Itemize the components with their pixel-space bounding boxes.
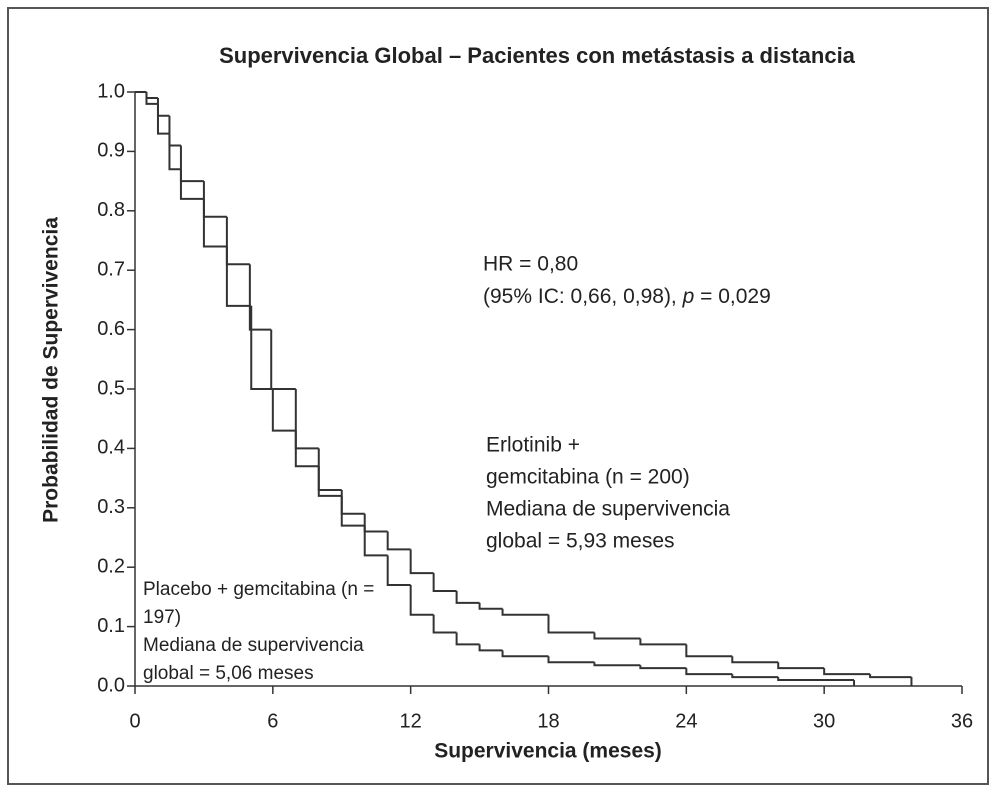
survival-step xyxy=(823,668,871,676)
y-tick-label: 0.2 xyxy=(97,555,125,577)
survival-step xyxy=(478,644,503,652)
survival-step xyxy=(455,632,480,646)
survival-step xyxy=(731,656,779,664)
ci-prefix: (95% IC: 0,66, 0,98), xyxy=(483,285,683,308)
survival-step xyxy=(156,97,170,117)
survival-step xyxy=(432,573,457,592)
y-tick-label: 0.8 xyxy=(97,199,125,221)
y-tick-label: 0.4 xyxy=(97,437,125,459)
survival-step xyxy=(294,389,319,450)
ci-annotation: (95% IC: 0,66, 0,98), p = 0,029 xyxy=(483,285,771,308)
y-tick-label: 1.0 xyxy=(97,80,125,102)
series-annotation: Mediana de supervivencia xyxy=(486,498,730,521)
survival-step xyxy=(225,216,250,266)
survival-step xyxy=(547,656,595,664)
survival-step xyxy=(271,389,296,432)
survival-step xyxy=(478,602,503,610)
survival-step xyxy=(409,549,434,575)
hr-annotation: HR = 0,80 xyxy=(483,253,578,276)
series-annotation: global = 5,06 meses xyxy=(143,663,314,684)
survival-step xyxy=(639,638,687,646)
series-annotation: Mediana de supervivencia xyxy=(143,635,364,656)
survival-step xyxy=(869,674,912,679)
x-tick-label: 30 xyxy=(813,710,835,732)
ci-italic: p xyxy=(682,285,695,308)
survival-step xyxy=(501,650,549,658)
chart-title: Supervivencia Global – Pacientes con met… xyxy=(219,43,856,68)
y-tick-label: 0.7 xyxy=(97,258,125,280)
survival-step xyxy=(202,198,227,248)
survival-step xyxy=(294,430,319,468)
series-annotation: Placebo + gemcitabina (n = xyxy=(143,579,374,600)
y-axis-label: Probabilidad de Supervivencia xyxy=(40,217,63,523)
y-tick-label: 0.6 xyxy=(97,318,125,340)
survival-step xyxy=(386,555,411,587)
survival-step xyxy=(145,92,158,105)
survival-step xyxy=(432,614,457,634)
survival-step xyxy=(685,668,733,676)
series-annotation: gemcitabina (n = 200) xyxy=(486,466,690,489)
survival-step xyxy=(317,448,342,491)
survival-step xyxy=(777,662,825,670)
survival-step xyxy=(593,662,641,667)
frame xyxy=(7,7,989,785)
ci-suffix: = 0,029 xyxy=(694,285,770,308)
survival-step xyxy=(179,145,204,183)
survival-step xyxy=(731,674,779,679)
series-annotation: Erlotinib + xyxy=(486,434,580,457)
survival-step xyxy=(639,665,687,670)
x-tick-label: 6 xyxy=(267,710,278,732)
survival-step xyxy=(179,169,204,200)
survival-step xyxy=(685,644,733,658)
survival-step xyxy=(270,329,296,390)
x-tick-label: 0 xyxy=(129,710,140,732)
x-tick-label: 18 xyxy=(537,710,559,732)
y-tick-label: 0.5 xyxy=(97,377,125,399)
survival-step xyxy=(409,585,434,616)
survival-step xyxy=(363,525,388,557)
survival-step xyxy=(250,305,273,390)
x-axis-label: Supervivencia (meses) xyxy=(434,740,662,763)
survival-step xyxy=(777,677,855,682)
y-tick-label: 0.3 xyxy=(97,496,125,518)
survival-step xyxy=(145,92,158,99)
survival-step xyxy=(593,632,641,640)
survival-step xyxy=(547,614,595,634)
survival-step xyxy=(340,489,365,515)
survival-step xyxy=(340,495,365,527)
x-tick-label: 24 xyxy=(675,710,697,732)
survival-step xyxy=(455,590,480,604)
survival-step xyxy=(168,133,181,171)
x-tick-label: 12 xyxy=(400,710,422,732)
survival-step xyxy=(156,103,170,135)
series-annotation: 197) xyxy=(143,607,181,628)
y-tick-label: 0.9 xyxy=(97,140,125,162)
survival-step xyxy=(202,181,227,218)
survival-step xyxy=(248,264,272,331)
y-tick-label: 0.1 xyxy=(97,615,125,637)
x-tick-label: 36 xyxy=(951,710,973,732)
survival-step xyxy=(363,513,388,533)
survival-step xyxy=(225,246,252,307)
survival-step xyxy=(168,115,181,147)
survival-step xyxy=(317,466,342,497)
survival-step xyxy=(386,531,411,551)
survival-step xyxy=(501,608,549,616)
series-annotation: global = 5,93 meses xyxy=(486,530,675,553)
y-tick-label: 0.0 xyxy=(97,674,125,696)
